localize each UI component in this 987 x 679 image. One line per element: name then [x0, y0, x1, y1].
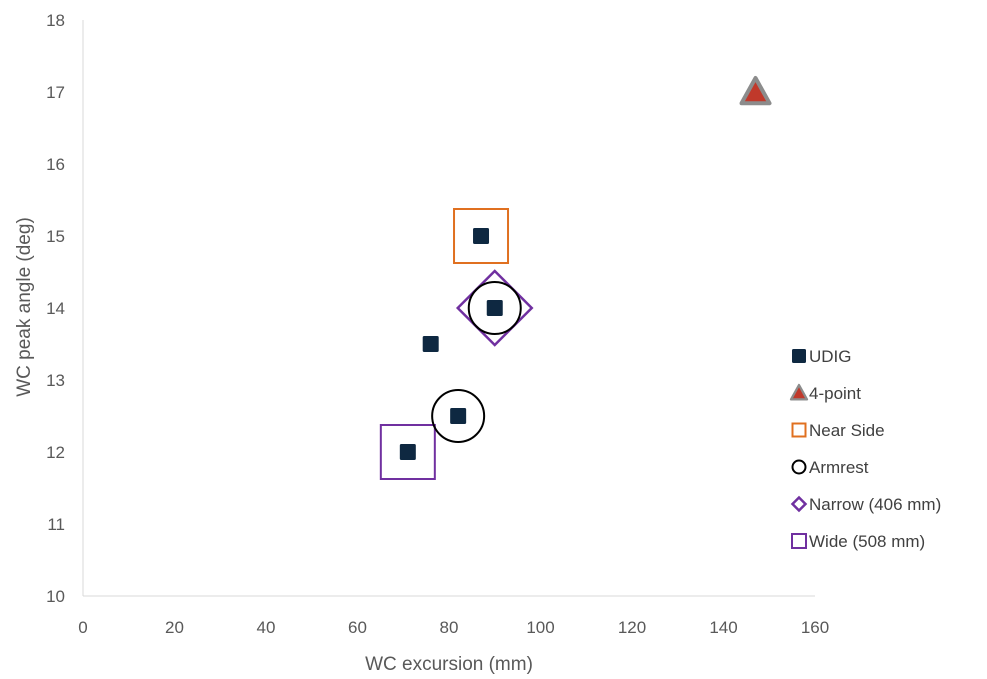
legend-marker-wide-508-mm	[791, 533, 807, 549]
point-udig	[422, 336, 439, 352]
legend-label-wide-508-mm: Wide (508 mm)	[809, 532, 925, 551]
y-tick-label: 13	[46, 371, 65, 390]
x-tick-label: 40	[257, 618, 276, 637]
legend-marker-4-point	[789, 383, 809, 401]
axes: 0 20 40 60 80 100 120 140 160 10 11 12 13 14 15 16 17 18	[46, 11, 829, 637]
point-narrow-406-mm	[455, 269, 534, 347]
legend-marker-armrest	[791, 459, 807, 475]
legend-label-narrow-406-mm: Narrow (406 mm)	[809, 495, 941, 514]
legend-label-near-side: Near Side	[809, 421, 885, 440]
legend-label-udig: UDIG	[809, 347, 852, 366]
legend-marker-near-side	[791, 422, 807, 438]
y-tick-label: 11	[47, 515, 65, 534]
point-udig	[399, 444, 416, 460]
legend: UDIG 4-point Near Side Armrest Narrow (406 m…	[789, 347, 941, 551]
x-tick-label: 60	[348, 618, 367, 637]
y-tick-label: 10	[46, 587, 65, 606]
plot-marks	[379, 76, 772, 480]
y-tick-label: 18	[46, 11, 65, 30]
y-tick-label: 16	[46, 155, 65, 174]
y-tick-label: 15	[46, 227, 65, 246]
x-tick-label: 20	[165, 618, 184, 637]
point-wide-508-mm	[379, 424, 436, 480]
y-tick-label: 17	[46, 83, 65, 102]
legend-label-armrest: Armrest	[809, 458, 869, 477]
point-near-side	[453, 208, 510, 264]
x-tick-label: 120	[618, 618, 646, 637]
legend-marker-narrow-406-mm	[790, 495, 808, 513]
x-axis-title: WC excursion (mm)	[365, 654, 533, 675]
x-tick-label: 160	[801, 618, 829, 637]
point-4-point	[739, 76, 772, 106]
legend-label-4-point: 4-point	[809, 384, 861, 403]
legend-marker-udig	[792, 349, 806, 363]
y-tick-label: 14	[46, 299, 65, 318]
y-tick-label: 12	[46, 443, 65, 462]
point-armrest	[431, 389, 486, 443]
x-tick-label: 100	[526, 618, 554, 637]
point-udig	[473, 228, 490, 244]
x-tick-label: 140	[709, 618, 737, 637]
y-axis-title: WC peak angle (deg)	[14, 217, 35, 397]
x-tick-label: 0	[78, 618, 87, 637]
point-armrest	[467, 281, 522, 335]
x-tick-label: 80	[440, 618, 459, 637]
point-udig	[450, 408, 467, 424]
point-udig	[486, 300, 503, 316]
